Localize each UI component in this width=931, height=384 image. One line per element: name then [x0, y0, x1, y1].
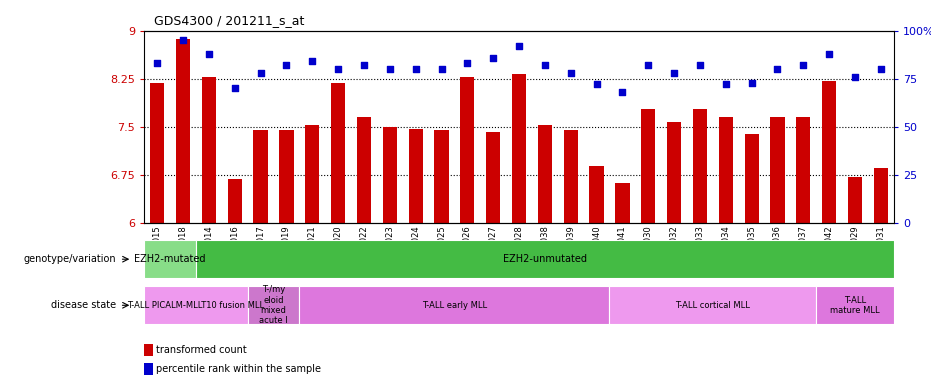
Point [615, 89, 630, 95]
Bar [253, 130, 268, 223]
Point [304, 58, 319, 65]
Point [434, 66, 449, 72]
Bar [770, 117, 785, 223]
Bar [486, 132, 500, 223]
Bar [796, 117, 810, 223]
Point [383, 66, 398, 72]
Point [176, 37, 191, 43]
Bar [719, 117, 733, 223]
Bar [176, 39, 190, 223]
Bar [144, 286, 248, 324]
Bar [589, 166, 603, 223]
Bar [300, 286, 610, 324]
Bar [144, 363, 153, 375]
Point [408, 66, 423, 72]
Bar [667, 122, 681, 223]
Point [512, 43, 527, 49]
Text: T-ALL cortical MLL: T-ALL cortical MLL [675, 301, 750, 310]
Bar [745, 134, 759, 223]
Bar [357, 117, 371, 223]
Bar [610, 286, 816, 324]
Text: GDS4300 / 201211_s_at: GDS4300 / 201211_s_at [154, 14, 304, 27]
Bar [816, 286, 894, 324]
Point [357, 62, 371, 68]
Text: T-ALL PICALM-MLLT10 fusion MLL: T-ALL PICALM-MLLT10 fusion MLL [128, 301, 264, 310]
Bar [512, 74, 526, 223]
Text: disease state: disease state [51, 300, 116, 310]
Text: EZH2-unmutated: EZH2-unmutated [503, 254, 587, 264]
Point [227, 85, 242, 91]
Point [873, 66, 888, 72]
Point [667, 70, 681, 76]
Point [719, 81, 734, 88]
Bar [822, 81, 836, 223]
Bar [460, 78, 475, 223]
Bar [563, 130, 578, 223]
Point [279, 62, 294, 68]
Point [693, 62, 708, 68]
Bar [873, 168, 888, 223]
Point [796, 62, 811, 68]
Bar [279, 130, 293, 223]
Text: T-ALL early MLL: T-ALL early MLL [422, 301, 487, 310]
Bar [202, 77, 216, 223]
Bar [538, 126, 552, 223]
Bar [435, 130, 449, 223]
Point [460, 60, 475, 66]
Bar [331, 83, 345, 223]
Point [201, 51, 216, 57]
Point [563, 70, 578, 76]
Point [589, 81, 604, 88]
Bar [144, 240, 196, 278]
Point [331, 66, 345, 72]
Point [641, 62, 655, 68]
Text: T-/my
eloid
mixed
acute l: T-/my eloid mixed acute l [259, 285, 288, 325]
Point [847, 74, 862, 80]
Bar [228, 179, 242, 223]
Point [744, 79, 759, 86]
Bar [150, 83, 165, 223]
Bar [641, 109, 655, 223]
Text: T-ALL
mature MLL: T-ALL mature MLL [830, 296, 880, 315]
Bar [409, 129, 423, 223]
Bar [144, 344, 153, 356]
Point [770, 66, 785, 72]
Bar [305, 126, 319, 223]
Point [253, 70, 268, 76]
Point [150, 60, 165, 66]
Bar [248, 286, 300, 324]
Text: percentile rank within the sample: percentile rank within the sample [155, 364, 320, 374]
Text: transformed count: transformed count [155, 345, 247, 355]
Bar [615, 183, 629, 223]
Text: EZH2-mutated: EZH2-mutated [134, 254, 206, 264]
Point [822, 51, 837, 57]
Point [486, 55, 501, 61]
Bar [693, 109, 707, 223]
Bar [848, 177, 862, 223]
Text: genotype/variation: genotype/variation [24, 254, 116, 264]
Point [537, 62, 552, 68]
Bar [383, 127, 397, 223]
